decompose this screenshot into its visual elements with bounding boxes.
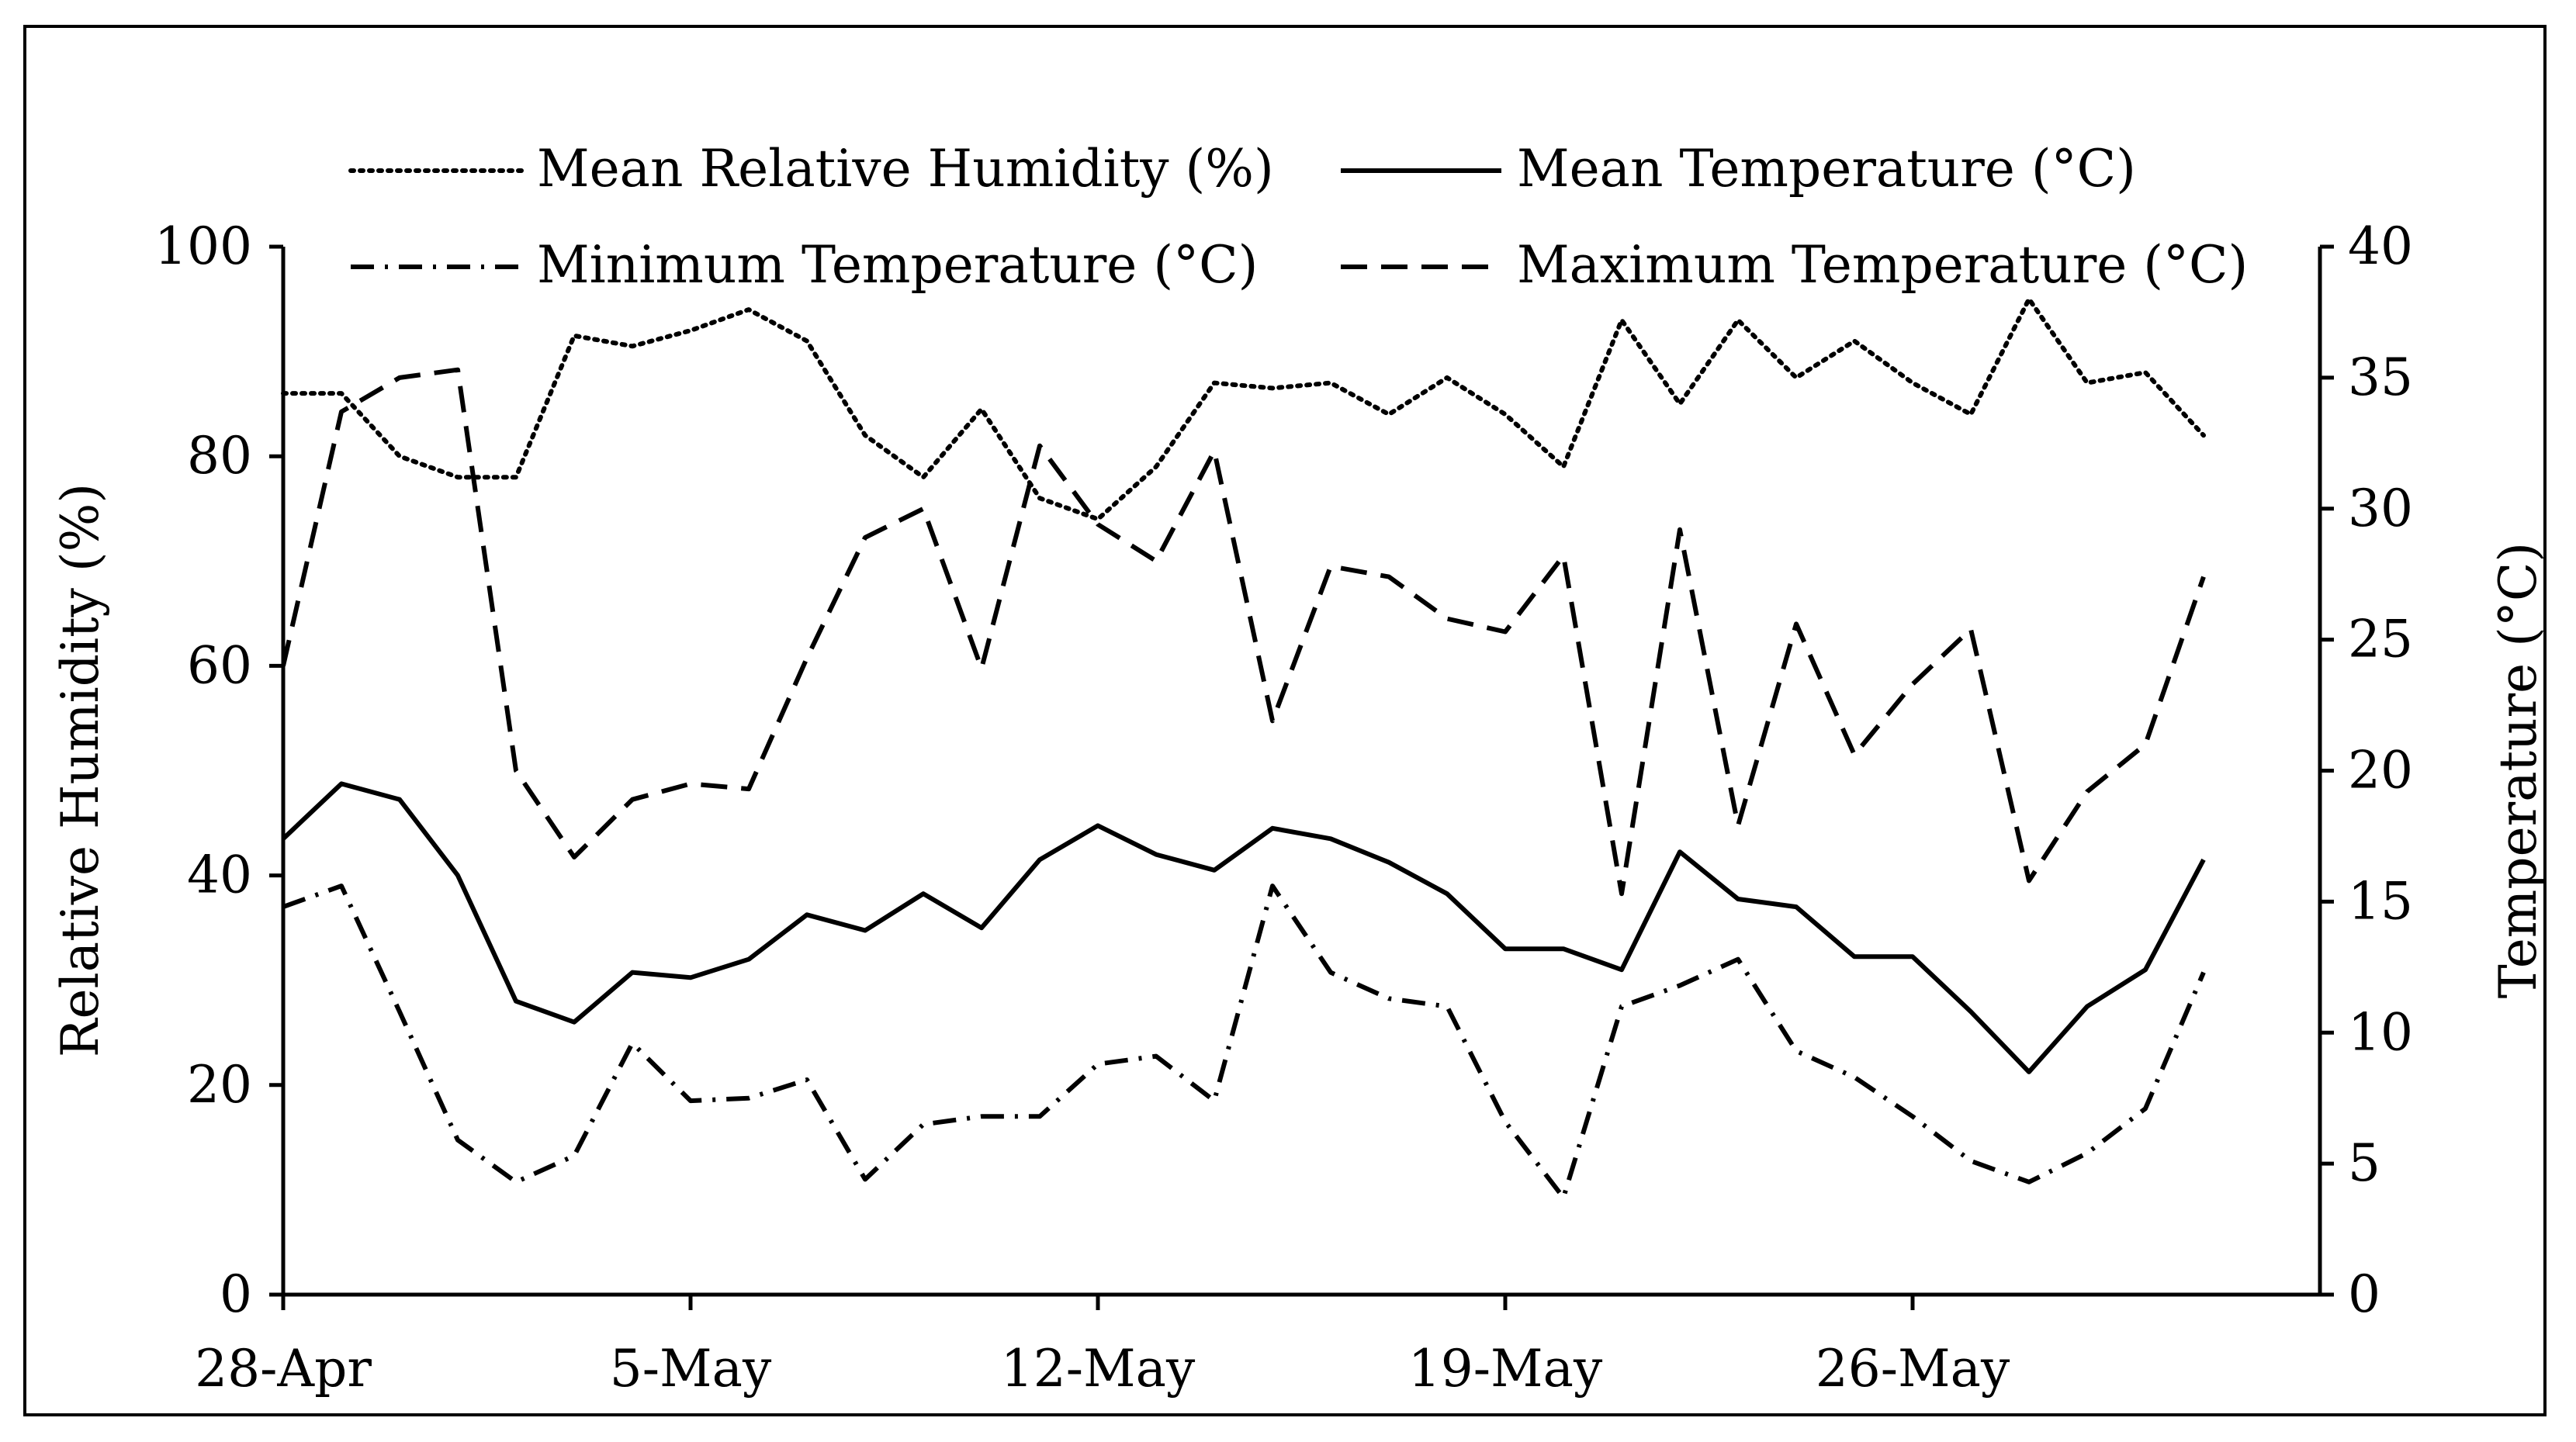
legend-label-humidity: Mean Relative Humidity (%) [537, 139, 1274, 199]
left-tick-label: 100 [154, 216, 252, 276]
x-ticks: 28-Apr 5-May 12-May 19-May 26-May [195, 1295, 2010, 1399]
right-tick-label: 40 [2348, 216, 2413, 276]
left-tick-label: 60 [187, 635, 252, 695]
x-tick-label: 5-May [610, 1339, 772, 1399]
right-tick-label: 15 [2348, 871, 2413, 931]
chart-frame [23, 25, 2547, 1416]
legend-label-min-temp: Minimum Temperature (°C) [537, 235, 1258, 295]
right-axis-title: Temperature (°C) [2488, 542, 2548, 998]
series-line-max-temp [281, 367, 2206, 897]
right-tick-label: 10 [2348, 1002, 2413, 1062]
x-tick-label: 12-May [1001, 1339, 1196, 1399]
right-y-ticks: 0 5 10 15 20 25 30 35 40 [2320, 216, 2413, 1324]
right-tick-label: 0 [2348, 1264, 2380, 1324]
left-tick-label: 20 [187, 1055, 252, 1115]
legend: Mean Relative Humidity (%) Mean Temperat… [348, 139, 2248, 295]
legend-label-mean-temp: Mean Temperature (°C) [1517, 139, 2136, 199]
series-lines [281, 296, 2206, 1200]
series-line-min-temp [282, 884, 2206, 1200]
left-axis-title: Relative Humidity (%) [50, 483, 110, 1057]
right-tick-label: 35 [2348, 348, 2413, 407]
right-tick-label: 20 [2348, 741, 2413, 801]
x-tick-label: 19-May [1408, 1339, 1603, 1399]
series-line-mean-temp [281, 781, 2206, 1074]
x-tick-label: 28-Apr [195, 1339, 372, 1399]
left-tick-label: 80 [187, 426, 252, 486]
right-tick-label: 30 [2348, 479, 2413, 538]
right-tick-label: 5 [2348, 1133, 2380, 1193]
left-tick-label: 40 [187, 845, 252, 905]
legend-label-max-temp: Maximum Temperature (°C) [1517, 235, 2248, 295]
series-line-humidity [281, 296, 2206, 522]
right-tick-label: 25 [2348, 610, 2413, 669]
left-y-ticks: 0 20 40 60 80 100 [154, 216, 283, 1324]
x-tick-label: 26-May [1816, 1339, 2010, 1399]
left-tick-label: 0 [220, 1264, 252, 1324]
